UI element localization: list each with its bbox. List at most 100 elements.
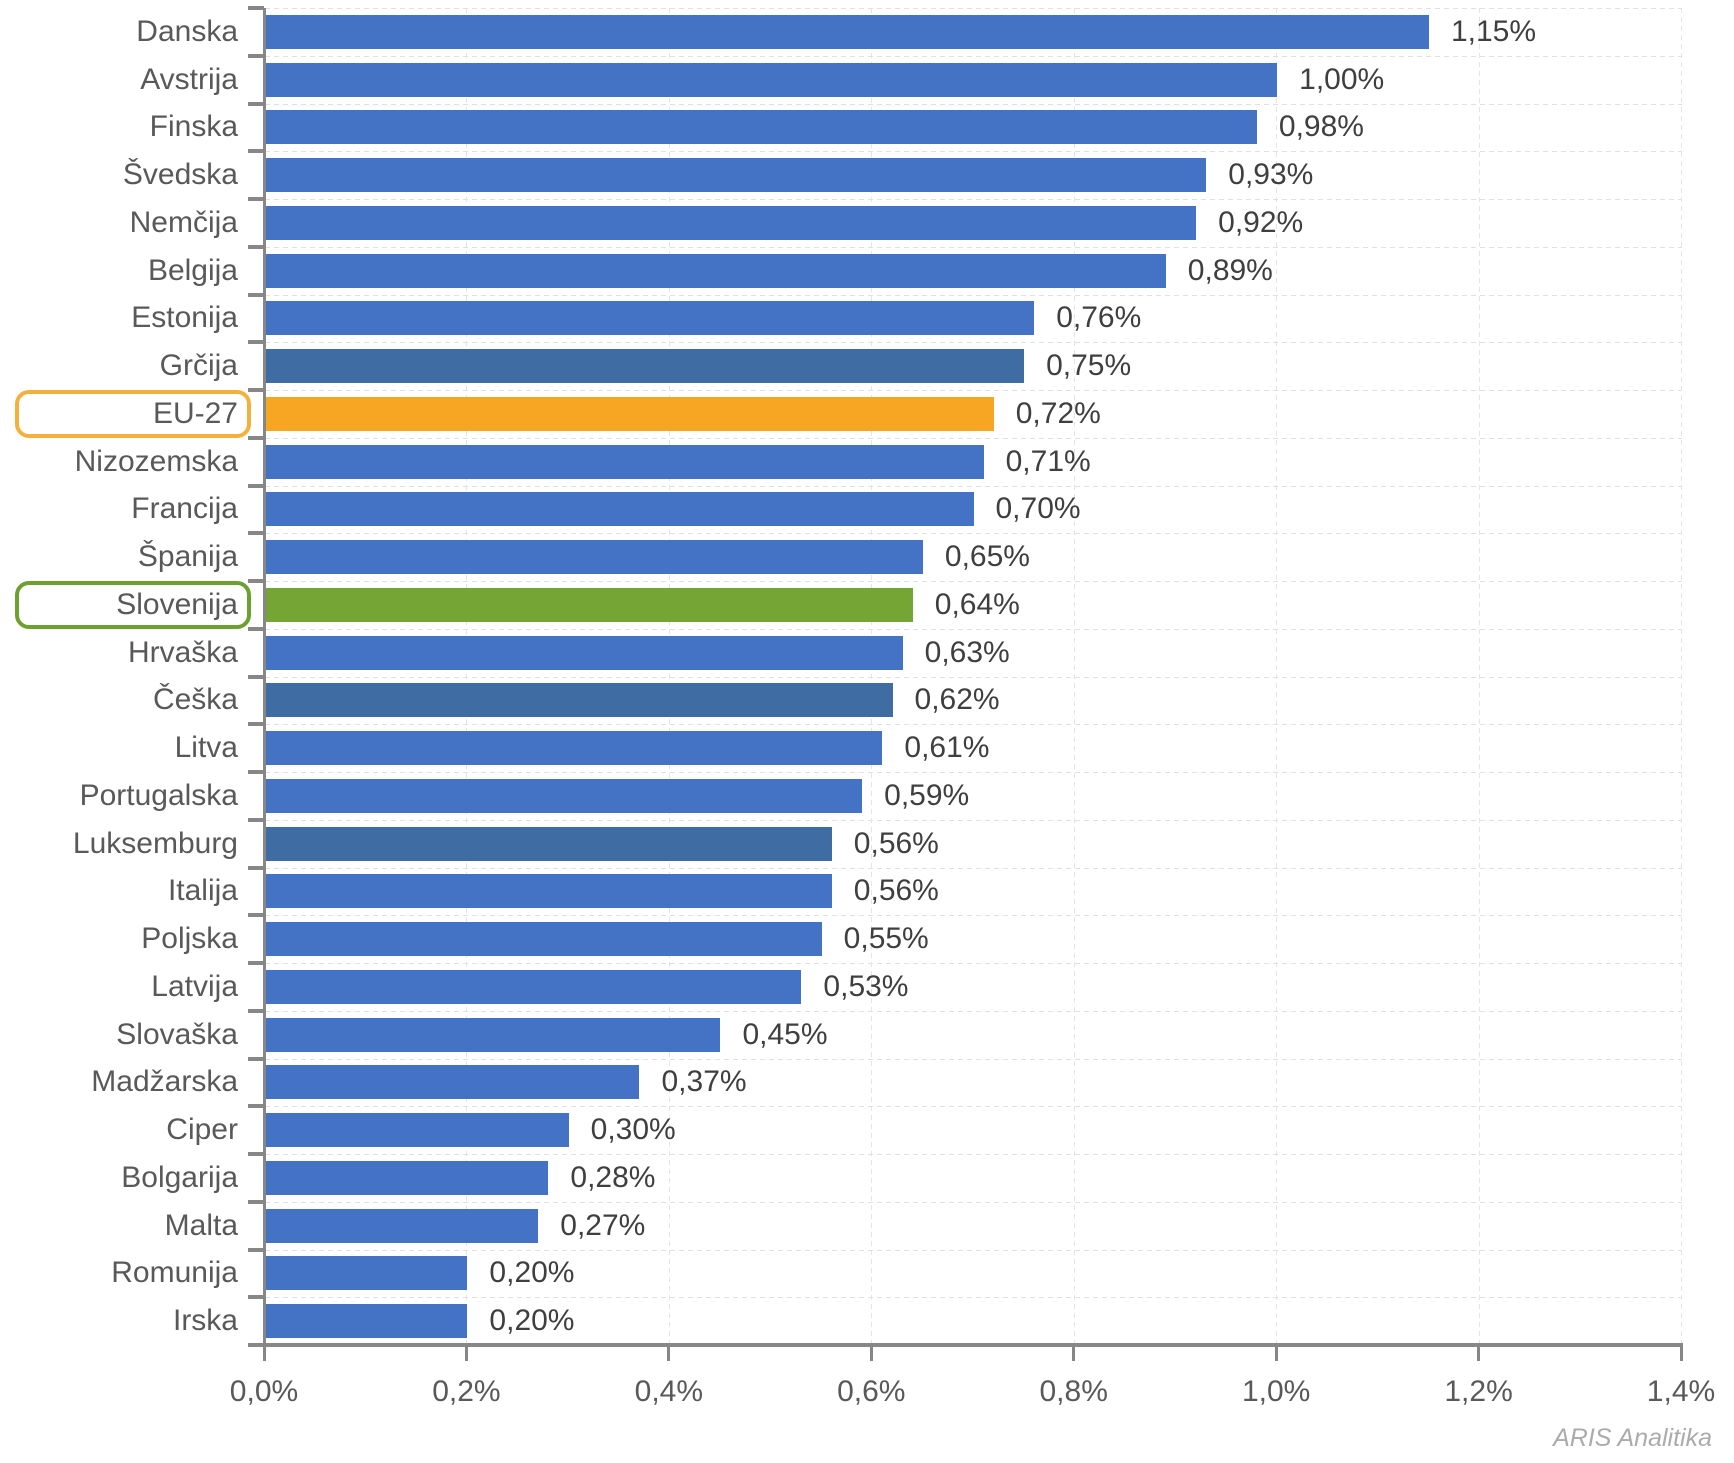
value-label: 0,20% [489, 1256, 575, 1290]
gridline-horizontal [265, 1106, 1682, 1108]
bar-romunija [265, 1256, 468, 1291]
bar-avstrija [265, 62, 1278, 97]
gridline-horizontal [265, 963, 1682, 964]
y-axis-tick [248, 722, 264, 727]
y-axis-tick [248, 197, 264, 201]
category-label: Nemčija [129, 205, 238, 239]
x-axis-tick [667, 1345, 671, 1361]
value-label: 0,20% [489, 1304, 575, 1338]
gridline-horizontal [265, 533, 1682, 535]
category-label: Hrvaška [127, 635, 238, 669]
gridline-horizontal [265, 8, 1682, 9]
value-label: 0,75% [1046, 349, 1132, 383]
y-axis-tick [248, 388, 264, 392]
value-label: 0,76% [1056, 301, 1142, 335]
y-axis-tick [248, 1008, 264, 1013]
category-label: Romunija [111, 1256, 238, 1290]
gridline-horizontal [265, 1058, 1682, 1060]
category-label: Poljska [141, 922, 238, 956]
category-label: Francija [131, 492, 238, 526]
value-label: 0,27% [560, 1208, 646, 1242]
bar-luksemburg [265, 826, 832, 861]
bar-slovenija [265, 587, 913, 622]
bar-madžarska [265, 1065, 640, 1100]
value-label: 0,92% [1218, 205, 1304, 239]
x-axis-tick-label: 1,4% [1646, 1375, 1716, 1408]
y-axis-tick [248, 483, 264, 488]
bar-nemčija [265, 205, 1197, 240]
bar-bolgarija [265, 1160, 549, 1195]
category-label: Češka [152, 683, 238, 717]
value-label: 0,70% [995, 492, 1081, 526]
value-label: 0,45% [742, 1017, 828, 1051]
y-axis-tick [248, 531, 264, 536]
y-axis-tick [248, 817, 264, 822]
x-axis-tick-label: 0,6% [837, 1375, 906, 1408]
y-axis-tick [248, 1199, 264, 1204]
category-label: Nizozemska [74, 444, 238, 478]
bar-irska [265, 1304, 468, 1339]
y-axis-tick [248, 1247, 264, 1252]
gridline-horizontal [265, 1249, 1682, 1251]
value-label: 0,59% [884, 778, 970, 812]
gridline-horizontal [265, 581, 1682, 582]
source-credit: ARIS Analitika [1553, 1424, 1712, 1452]
x-axis-tick [1679, 1345, 1683, 1361]
category-label: Bolgarija [121, 1160, 238, 1194]
category-label: Švedska [122, 158, 238, 192]
category-label: Litva [174, 731, 238, 765]
x-axis-tick-label: 1,2% [1444, 1375, 1513, 1408]
category-label: Ciper [166, 1113, 238, 1147]
x-axis-tick-label: 0,8% [1039, 1375, 1108, 1408]
y-axis-tick [248, 292, 264, 297]
category-label: Malta [164, 1208, 238, 1242]
gridline-horizontal [265, 151, 1682, 153]
gridline-horizontal [265, 867, 1682, 869]
bar-poljska [265, 922, 822, 957]
value-label: 0,64% [934, 587, 1020, 621]
category-label: EU-27 [152, 396, 238, 430]
bar-estonija [265, 301, 1035, 336]
value-label: 1,15% [1450, 14, 1537, 48]
gridline-horizontal [265, 342, 1682, 344]
bar-francija [265, 492, 974, 527]
category-label: Estonija [131, 301, 238, 335]
y-axis-tick [248, 244, 264, 249]
value-label: 0,98% [1278, 110, 1364, 144]
y-axis-tick [248, 626, 264, 631]
gridline-horizontal [265, 1297, 1682, 1299]
gridline-horizontal [265, 915, 1682, 917]
gridline-horizontal [265, 676, 1682, 678]
value-label: 0,55% [843, 922, 929, 956]
x-axis-tick-label: 0,2% [432, 1375, 501, 1408]
value-label: 0,65% [944, 540, 1030, 574]
gridline-horizontal [265, 772, 1682, 773]
y-axis-line [263, 8, 266, 1349]
value-label: 0,37% [661, 1065, 747, 1099]
y-axis-tick [248, 579, 264, 583]
bar-danska [265, 14, 1429, 49]
category-label: Finska [149, 110, 238, 144]
bar-litva [265, 731, 883, 766]
category-label: Slovaška [116, 1017, 238, 1051]
y-axis-tick [248, 6, 264, 10]
gridline-horizontal [265, 294, 1682, 296]
category-label: Avstrija [140, 62, 238, 96]
x-axis-tick-label: 1,0% [1241, 1375, 1311, 1408]
y-axis-tick [248, 149, 264, 154]
y-axis-tick [248, 674, 264, 679]
bar-švedska [265, 158, 1207, 193]
value-label: 0,53% [823, 969, 909, 1003]
value-label: 0,28% [570, 1160, 656, 1194]
bar-latvija [265, 969, 802, 1004]
bar-italija [265, 874, 832, 909]
x-axis-tick [1274, 1345, 1278, 1361]
gridline-horizontal [265, 819, 1682, 821]
value-label: 1,00% [1299, 62, 1385, 96]
bar-slovaška [265, 1017, 721, 1052]
category-label: Irska [172, 1304, 238, 1338]
bar-malta [265, 1208, 539, 1243]
y-axis-tick [248, 770, 264, 774]
y-axis-tick [248, 913, 264, 918]
x-axis-tick [262, 1345, 266, 1361]
